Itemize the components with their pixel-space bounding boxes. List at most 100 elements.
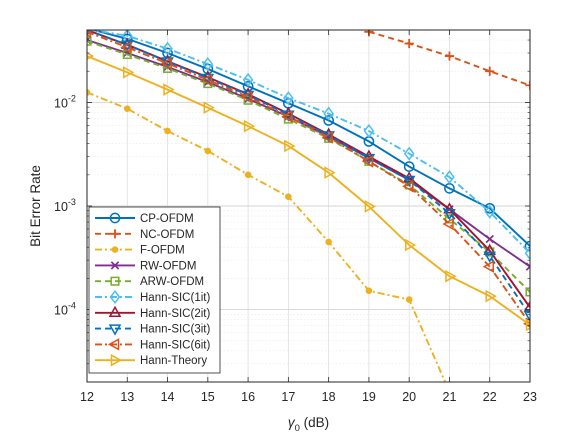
data-point-hann-sic-6it — [120, 41, 132, 54]
x-axis-label-symbol: γ — [288, 415, 296, 430]
series-line-hann-theory — [87, 55, 530, 326]
data-point-rw-ofdm — [485, 234, 494, 244]
data-point-hann-sic-3it — [87, 30, 91, 38]
y-tick-label: 10-2 — [54, 93, 76, 110]
series-nc-ofdm — [364, 30, 530, 90]
series-layer — [87, 30, 530, 382]
series-line-hann-sic-1it — [87, 30, 530, 254]
legend: CP-OFDM NC-OFDM F-OFDM RW-OFDM ARW-OFDM Hann-… — [88, 206, 221, 374]
y-tick-label-exponent: -4 — [68, 301, 76, 311]
data-point-hann-sic-1it — [444, 170, 455, 185]
x-tick-label: 16 — [241, 390, 255, 404]
data-point-hann-sic-1it — [484, 204, 496, 219]
data-point-rw-ofdm — [525, 262, 530, 271]
x-tick-label: 22 — [483, 390, 497, 404]
data-point-hann-sic-6it — [281, 110, 293, 123]
legend-label-cp-ofdm: CP-OFDM — [140, 213, 194, 225]
x-axis-label-unit: (dB) — [300, 415, 329, 430]
legend-label-hann-sic-3it: Hann-SIC(3it) — [140, 324, 210, 336]
x-tick-label: 13 — [120, 390, 134, 404]
y-tick-label-exponent: -3 — [68, 197, 76, 207]
x-tick-label: 14 — [161, 390, 175, 404]
x-tick-label: 15 — [201, 390, 215, 404]
data-point-nc-ofdm — [404, 38, 414, 49]
data-point-hann-sic-2it — [483, 243, 497, 255]
data-point-hann-sic-1it — [283, 91, 294, 106]
series-hann-sic-1it — [87, 30, 530, 261]
data-point-nc-ofdm — [444, 51, 455, 61]
data-point-hann-theory — [364, 200, 376, 213]
data-point-cp-ofdm — [323, 115, 334, 126]
data-point-hann-sic-2it — [443, 202, 456, 214]
data-point-hann-sic-1it — [524, 246, 530, 261]
data-point-hann-sic-6it — [321, 131, 333, 144]
data-point-hann-sic-6it — [442, 217, 454, 231]
data-point-hann-sic-3it — [443, 209, 456, 221]
data-point-hann-sic-6it — [361, 155, 374, 168]
legend-label-rw-ofdm: RW-OFDM — [140, 260, 196, 272]
x-axis-label-subscript: 0 — [295, 423, 300, 434]
data-point-hann-theory — [445, 269, 457, 283]
data-point-hann-sic-2it — [362, 149, 376, 161]
data-point-f-ofdm — [285, 193, 292, 200]
data-point-hann-sic-1it — [242, 72, 254, 87]
data-point-cp-ofdm — [403, 161, 415, 172]
data-point-hann-theory — [163, 83, 175, 96]
y-axis-label: Bit Error Rate — [28, 165, 43, 247]
legend-marker-hann-theory — [110, 353, 123, 367]
x-tick-label: 12 — [80, 390, 94, 404]
data-point-f-ofdm — [87, 89, 91, 96]
data-point-hann-theory — [404, 238, 417, 252]
legend-label-hann-sic-2it: Hann-SIC(2it) — [140, 308, 210, 320]
x-tick-label: 17 — [281, 390, 295, 404]
y-tick-label: 10-4 — [54, 301, 76, 318]
data-point-arw-ofdm — [87, 36, 92, 46]
x-tick-label: 21 — [443, 390, 457, 404]
legend-label-hann-sic-6it: Hann-SIC(6it) — [140, 339, 210, 351]
legend-label-nc-ofdm: NC-OFDM — [140, 229, 194, 241]
data-point-hann-theory — [203, 101, 215, 114]
data-point-hann-theory — [324, 166, 336, 179]
data-point-hann-sic-3it — [483, 251, 497, 263]
data-point-hann-sic-1it — [323, 106, 334, 121]
data-point-hann-sic-6it — [482, 260, 494, 273]
data-point-hann-theory — [243, 119, 256, 133]
y-tick-label-base: 10 — [54, 304, 68, 318]
data-point-hann-sic-6it — [200, 73, 213, 87]
legend-label-hann-theory: Hann-Theory — [140, 355, 207, 367]
x-tick-label: 18 — [322, 390, 336, 404]
series-hann-theory — [87, 52, 530, 332]
legend-label-arw-ofdm: ARW-OFDM — [140, 276, 204, 288]
series-hann-sic-6it — [87, 30, 530, 328]
x-tick-label: 20 — [402, 390, 416, 404]
y-tick-label-base: 10 — [54, 200, 68, 214]
data-point-hann-sic-6it — [160, 57, 172, 70]
legend-marker-nc-ofdm — [110, 229, 120, 239]
data-point-hann-sic-1it — [403, 146, 415, 161]
data-point-hann-sic-1it — [363, 123, 375, 139]
legend-marker-arw-ofdm — [110, 276, 120, 286]
series-line-arw-ofdm — [87, 40, 530, 293]
data-point-hann-theory — [284, 139, 296, 153]
y-tick-label-base: 10 — [54, 96, 68, 110]
data-point-f-ofdm — [204, 147, 212, 155]
data-point-hann-sic-2it — [402, 171, 416, 183]
series-f-ofdm — [87, 89, 447, 382]
data-point-hann-theory — [485, 289, 497, 303]
data-point-hann-sic-6it — [241, 90, 253, 104]
data-point-cp-ofdm — [524, 240, 530, 252]
y-tick-label: 10-3 — [54, 197, 76, 214]
data-point-arw-ofdm — [525, 287, 530, 297]
data-point-hann-theory — [123, 66, 135, 79]
data-point-hann-sic-1it — [202, 56, 214, 72]
data-point-hann-sic-2it — [523, 300, 530, 312]
legend-marker-f-ofdm — [111, 246, 119, 253]
data-point-f-ofdm — [365, 287, 373, 295]
series-line-f-ofdm — [87, 91, 447, 382]
legend-label-hann-sic-1it: Hann-SIC(1it) — [140, 292, 210, 304]
x-tick-label: 19 — [362, 390, 376, 404]
legend-marker-hann-sic-2it — [108, 305, 122, 318]
